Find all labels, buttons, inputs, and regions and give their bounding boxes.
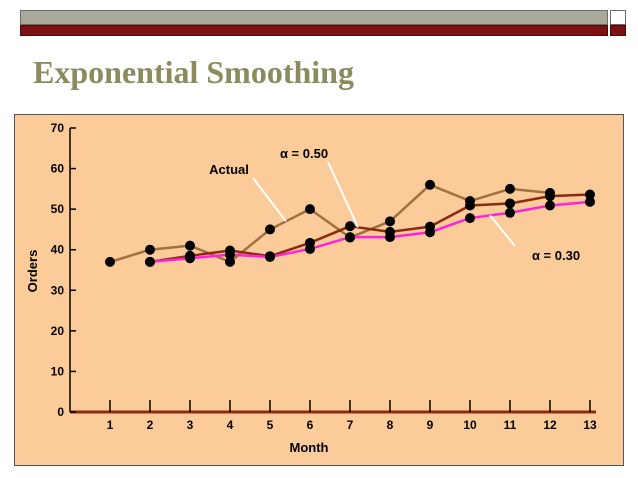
annotation-leader-0-30 xyxy=(489,214,516,247)
y-tick-label-20: 20 xyxy=(51,324,65,338)
data-point-0-50-11 xyxy=(505,198,515,209)
x-tick-label-10: 10 xyxy=(463,418,477,432)
data-point-actual-6 xyxy=(305,204,315,215)
y-tick-label-40: 40 xyxy=(51,243,65,257)
x-axis-label: Month xyxy=(290,440,329,455)
data-point-0-50-12 xyxy=(545,191,555,202)
data-point-0-30-4 xyxy=(225,249,235,260)
data-point-0-50-10 xyxy=(465,200,475,211)
x-tick-label-2: 2 xyxy=(147,418,154,432)
y-tick-label-70: 70 xyxy=(51,121,65,135)
series-layer xyxy=(105,179,595,267)
data-point-0-30-8 xyxy=(385,232,395,243)
data-point-actual-4 xyxy=(225,256,235,267)
x-tick-label-11: 11 xyxy=(504,418,517,432)
chart-panel xyxy=(14,114,624,466)
annotation-label-0-50: α = 0.50 xyxy=(280,146,328,161)
data-point-0-50-13 xyxy=(585,189,595,200)
x-tick-label-8: 8 xyxy=(387,418,394,432)
data-point-0-30-7 xyxy=(345,232,355,243)
x-tick-label-13: 13 xyxy=(583,418,597,432)
data-point-0-30-12 xyxy=(545,200,555,211)
y-axis-label: Orders xyxy=(25,250,40,293)
y-tick-label-10: 10 xyxy=(51,364,65,378)
x-tick-label-12: 12 xyxy=(543,418,557,432)
series-line-actual xyxy=(109,183,551,264)
series-line-0-30 xyxy=(149,200,591,264)
y-tick-label-30: 30 xyxy=(51,283,65,297)
y-tick-label-50: 50 xyxy=(51,202,65,216)
data-point-actual-8 xyxy=(385,216,395,227)
annotation-leader-actual xyxy=(252,177,287,222)
data-point-0-30-2 xyxy=(145,256,155,267)
series-line-0-50 xyxy=(149,193,591,264)
title-bar-top xyxy=(20,10,608,25)
data-point-0-30-9 xyxy=(425,227,435,238)
data-point-0-30-5 xyxy=(265,252,275,263)
x-tick-label-5: 5 xyxy=(267,418,274,432)
data-point-0-50-7 xyxy=(345,221,355,232)
annotation-label-0-30: α = 0.30 xyxy=(532,248,580,263)
data-point-0-30-10 xyxy=(465,213,475,224)
title-bar-top-end-box xyxy=(610,10,626,25)
data-point-actual-5 xyxy=(265,224,275,235)
data-point-actual-1 xyxy=(105,256,115,267)
title-bar-bottom xyxy=(20,25,608,36)
annotation-label-actual: Actual xyxy=(209,162,249,177)
data-point-actual-3 xyxy=(185,240,195,251)
x-tick-label-4: 4 xyxy=(227,418,234,432)
x-tick-label-1: 1 xyxy=(107,418,114,432)
annotation-leader-0-50 xyxy=(327,161,359,228)
data-point-0-30-11 xyxy=(505,207,515,218)
data-point-0-30-6 xyxy=(305,243,315,254)
x-tick-label-7: 7 xyxy=(347,418,354,432)
x-tick-label-9: 9 xyxy=(427,418,434,432)
x-tick-label-6: 6 xyxy=(307,418,314,432)
data-point-actual-9 xyxy=(425,179,435,190)
annotation-layer: Actual α = 0.50 α = 0.30 xyxy=(209,146,580,263)
slide-title: Exponential Smoothing xyxy=(33,54,354,90)
y-tick-label-60: 60 xyxy=(51,162,65,176)
data-point-0-30-3 xyxy=(185,253,195,264)
data-point-0-30-13 xyxy=(585,196,595,207)
data-point-actual-11 xyxy=(505,183,515,194)
title-bar-bottom-end-box xyxy=(610,25,626,36)
data-point-actual-2 xyxy=(145,244,155,255)
x-tick-label-3: 3 xyxy=(187,418,194,432)
y-tick-label-0: 0 xyxy=(57,405,64,419)
